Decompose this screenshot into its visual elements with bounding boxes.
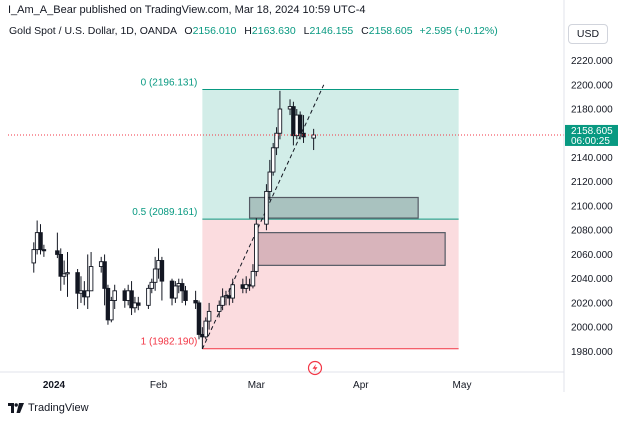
candle-body-up: [267, 171, 273, 192]
price-tick-label: 2000.000: [571, 323, 613, 334]
candle-body-up: [243, 284, 249, 289]
change-value: +2.595 (+0.12%): [419, 25, 498, 37]
lightning-icon-ring: [307, 360, 323, 376]
candle-body-up: [250, 270, 256, 287]
last-price-tag-value: 2158.605: [571, 126, 613, 137]
candle-body-up: [220, 296, 225, 306]
candle-body-down: [75, 272, 80, 294]
low-value: 2146.155: [309, 25, 354, 37]
fib-level-label: 1 (1982.190): [141, 337, 198, 348]
candle-body-down: [179, 283, 185, 292]
candle-body-down: [129, 290, 134, 309]
candle-body-down: [159, 260, 165, 282]
lightning-icon[interactable]: [307, 360, 323, 376]
symbol-legend: Gold Spot / U.S. Dollar, 1D, OANDA O2156…: [9, 25, 498, 37]
candle-body-up: [173, 285, 178, 299]
footer-brand[interactable]: TradingView: [8, 402, 89, 414]
candle-body-up: [109, 300, 114, 321]
candle-body-up: [88, 266, 94, 292]
publisher-caption: I_Am_A_Bear published on TradingView.com…: [8, 4, 366, 16]
candles-layer: [31, 90, 316, 349]
time-tick-label: Mar: [248, 380, 266, 391]
open-value: 2156.010: [192, 25, 237, 37]
price-tick-label: 2080.000: [571, 226, 613, 237]
candle-body-down: [38, 232, 43, 251]
candle-body-down: [41, 249, 47, 252]
price-tick-label: 2060.000: [571, 250, 613, 261]
time-tick-label: 2024: [43, 380, 66, 391]
supply-zone-box[interactable]: [255, 232, 446, 266]
zones-layer[interactable]: [248, 196, 446, 266]
candle-body-up: [311, 134, 316, 139]
price-axis[interactable]: 1980.000 2000.000 2020.000 2040.000 2060.000…: [563, 0, 618, 392]
candle-body-up: [149, 281, 155, 289]
candle-body-up: [112, 290, 117, 301]
price-tick-label: 2100.000: [571, 201, 613, 212]
last-price-tag-countdown: 06:00:25: [571, 136, 610, 147]
candle-body-up: [65, 272, 70, 275]
candle-body-down: [55, 250, 60, 255]
candle-body-down: [196, 302, 202, 335]
candle-body-up: [152, 268, 158, 283]
candle-body-down: [183, 290, 188, 301]
time-axis[interactable]: 2024 Feb Mar Apr May: [0, 371, 564, 391]
candle-body-up: [31, 249, 37, 264]
time-tick-label: May: [453, 380, 472, 391]
candle-body-up: [254, 223, 259, 272]
candle-body-down: [136, 302, 141, 306]
price-tick-label: 2040.000: [571, 274, 613, 285]
price-tick-label: 2120.000: [571, 177, 613, 188]
price-tick-label: 2140.000: [571, 153, 613, 164]
last-price-tag: [565, 124, 618, 146]
candle-body-down: [193, 300, 198, 304]
candle-body-up: [270, 147, 276, 173]
footer-brand-text: TradingView: [28, 402, 89, 414]
close-key: C: [361, 25, 369, 37]
candle-body-up: [216, 304, 222, 312]
candle-body-up: [264, 190, 269, 225]
candle-body-down: [58, 253, 63, 277]
tradingview-logo-icon: [8, 403, 24, 413]
price-tick-label: 2180.000: [571, 105, 613, 116]
lightning-icon-bolt: [312, 364, 318, 372]
price-tick-label: 1980.000: [571, 347, 613, 358]
close-value: 2158.605: [368, 25, 413, 37]
price-tick-label: 2220.000: [571, 56, 613, 67]
low-key: L: [303, 25, 310, 37]
time-tick-label: Apr: [353, 380, 369, 391]
high-key: H: [244, 25, 252, 37]
high-value: 2163.630: [251, 25, 296, 37]
candle-body-up: [146, 287, 151, 306]
candle-body-up: [85, 290, 90, 298]
candle-body-up: [230, 284, 235, 299]
supply-zone-box[interactable]: [248, 196, 419, 219]
candle-body-up: [274, 132, 279, 149]
candle-body-down: [102, 261, 107, 289]
price-tick-label: 2020.000: [571, 298, 613, 309]
misc-layer: [307, 360, 323, 376]
candle-body-up: [277, 108, 283, 134]
time-tick-label: Feb: [150, 380, 168, 391]
fib-level-label: 0.5 (2089.161): [132, 207, 197, 218]
candle-body-down: [297, 114, 303, 134]
symbol-title[interactable]: Gold Spot / U.S. Dollar, 1D, OANDA: [9, 25, 177, 37]
price-tick-label: 2200.000: [571, 80, 613, 91]
candle-body-up: [203, 320, 208, 338]
currency-button[interactable]: USD: [568, 24, 608, 44]
open-key: O: [184, 25, 193, 37]
fib-level-label: 0 (2196.131): [141, 77, 198, 88]
candle-body-up: [61, 273, 67, 277]
candle-body-up: [206, 310, 212, 322]
